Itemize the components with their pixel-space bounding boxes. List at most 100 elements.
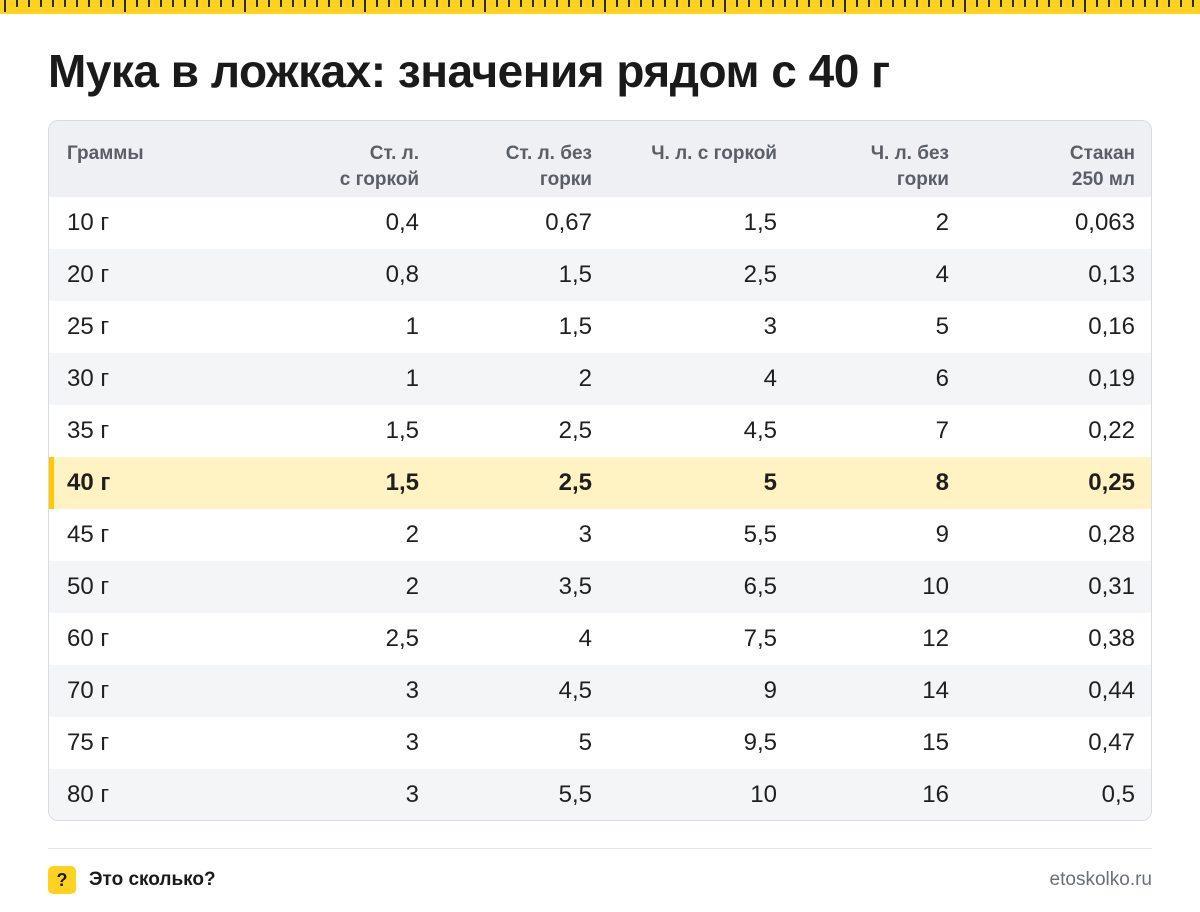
table-cell: 16 xyxy=(922,781,949,808)
table-cell: 1 xyxy=(405,313,419,340)
table-row: 10 г 0,4 0,67 1,5 2 0,063 xyxy=(49,197,1151,249)
table-cell: 2 xyxy=(405,573,419,600)
table-cell: 0,16 xyxy=(1088,313,1135,340)
table-cell: 25 г xyxy=(67,313,110,340)
table-cell: 0,31 xyxy=(1088,573,1135,600)
table-row: 60 г 2,5 4 7,5 12 0,38 xyxy=(49,613,1151,665)
table-cell: 0,28 xyxy=(1088,521,1135,548)
table-cell: 2 xyxy=(405,521,419,548)
table-cell: 3 xyxy=(578,521,592,548)
table-cell: 7 xyxy=(935,417,949,444)
table-cell: 5 xyxy=(763,469,777,496)
table-row: 20 г 0,8 1,5 2,5 4 0,13 xyxy=(49,249,1151,301)
table-cell: 2 xyxy=(578,365,592,392)
header-cup-250ml: Стакан 250 мл xyxy=(1069,143,1135,190)
table-cell: 0,67 xyxy=(545,209,592,236)
table-cell: 5,5 xyxy=(558,781,592,808)
table-cell: 4 xyxy=(935,261,949,288)
table-cell: 0,5 xyxy=(1101,781,1135,808)
table-cell: 80 г xyxy=(67,781,110,808)
table-cell: 0,063 xyxy=(1074,209,1135,236)
brand-name: Это сколько? xyxy=(89,869,216,890)
table-cell: 35 г xyxy=(67,417,110,444)
table-cell: 1,5 xyxy=(743,209,777,236)
table-body: 10 г 0,4 0,67 1,5 2 0,063 20 г 0,8 1,5 2,5 4 0,13 25… xyxy=(49,197,1151,820)
table-cell: 10 xyxy=(922,573,949,600)
table-cell: 4 xyxy=(578,625,592,652)
question-badge-icon: ? xyxy=(48,866,76,894)
table-row: 35 г 1,5 2,5 4,5 7 0,22 xyxy=(49,405,1151,457)
table-cell: 1 xyxy=(405,365,419,392)
table-cell: 0,44 xyxy=(1088,677,1135,704)
table-row: 40 г 1,5 2,5 5 8 0,25 xyxy=(49,457,1151,509)
table-cell: 4 xyxy=(763,365,777,392)
table-cell: 45 г xyxy=(67,521,110,548)
footer-divider xyxy=(48,848,1152,849)
header-tbsp-heaped: Ст. л. с горкой xyxy=(339,143,419,190)
table-cell: 2,5 xyxy=(558,417,592,444)
table-cell: 6,5 xyxy=(743,573,777,600)
table-row: 80 г 3 5,5 10 16 0,5 xyxy=(49,769,1151,820)
table-row: 25 г 1 1,5 3 5 0,16 xyxy=(49,301,1151,353)
table-cell: 0,4 xyxy=(385,209,419,236)
table-cell: 10 xyxy=(750,781,777,808)
table-cell: 3 xyxy=(405,729,419,756)
table-cell: 3 xyxy=(405,781,419,808)
table-cell: 9,5 xyxy=(743,729,777,756)
highlight-marker xyxy=(49,457,54,509)
ruler-major-ticks xyxy=(0,0,1200,14)
header-tbsp-level: Ст. л. без горки xyxy=(505,143,592,190)
table-row: 30 г 1 2 4 6 0,19 xyxy=(49,353,1151,405)
table-row: 70 г 3 4,5 9 14 0,44 xyxy=(49,665,1151,717)
table-cell: 1,5 xyxy=(385,469,419,496)
table-cell: 1,5 xyxy=(385,417,419,444)
table-cell: 0,13 xyxy=(1088,261,1135,288)
table-cell: 4,5 xyxy=(743,417,777,444)
table-cell-text: 40 г xyxy=(67,469,111,496)
table-cell: 70 г xyxy=(67,677,110,704)
header-tsp-level: Ч. л. без горки xyxy=(870,143,949,190)
table-cell: 5 xyxy=(578,729,592,756)
table-cell: 0,19 xyxy=(1088,365,1135,392)
table-cell: 2,5 xyxy=(385,625,419,652)
table-cell: 9 xyxy=(763,677,777,704)
header-grams: Граммы xyxy=(67,143,144,164)
table-cell: 2 xyxy=(935,209,949,236)
table-cell: 5 xyxy=(935,313,949,340)
table-cell: 12 xyxy=(922,625,949,652)
table-cell: 7,5 xyxy=(743,625,777,652)
table-cell: 4,5 xyxy=(558,677,592,704)
table-row: 75 г 3 5 9,5 15 0,47 xyxy=(49,717,1151,769)
table-cell: 9 xyxy=(935,521,949,548)
table-cell: 0,8 xyxy=(385,261,419,288)
conversion-table-card: Граммы Ст. л. с горкой Ст. л. без горки Ч.… xyxy=(48,120,1152,821)
table-cell: 60 г xyxy=(67,625,110,652)
table-cell: 2,5 xyxy=(743,261,777,288)
page-title: Мука в ложках: значения рядом с 40 г xyxy=(48,45,890,97)
table-cell: 50 г xyxy=(67,573,110,600)
table-cell: 0,47 xyxy=(1088,729,1135,756)
table-cell: 5,5 xyxy=(743,521,777,548)
table-cell: 3 xyxy=(763,313,777,340)
table-cell: 15 xyxy=(922,729,949,756)
table-cell: 14 xyxy=(922,677,949,704)
header-row: Граммы Ст. л. с горкой Ст. л. без горки Ч.… xyxy=(49,121,1151,197)
table-row: 50 г 2 3,5 6,5 10 0,31 xyxy=(49,561,1151,613)
table-cell: 1,5 xyxy=(558,313,592,340)
table-row: 45 г 2 3 5,5 9 0,28 xyxy=(49,509,1151,561)
site-url[interactable]: etoskolko.ru xyxy=(1049,869,1152,890)
conversion-table: Граммы Ст. л. с горкой Ст. л. без горки Ч.… xyxy=(49,121,1151,820)
table-cell: 0,38 xyxy=(1088,625,1135,652)
table-header: Граммы Ст. л. с горкой Ст. л. без горки Ч.… xyxy=(49,121,1151,197)
table-cell: 1,5 xyxy=(558,261,592,288)
table-cell: 0,22 xyxy=(1088,417,1135,444)
table-cell: 0,25 xyxy=(1088,469,1135,496)
table-cell: 20 г xyxy=(67,261,110,288)
table-cell: 30 г xyxy=(67,365,110,392)
table-cell: 40 г xyxy=(49,457,239,509)
table-cell: 10 г xyxy=(67,209,110,236)
table-cell: 6 xyxy=(935,365,949,392)
table-cell: 75 г xyxy=(67,729,110,756)
table-cell: 3 xyxy=(405,677,419,704)
table-cell: 2,5 xyxy=(558,469,592,496)
